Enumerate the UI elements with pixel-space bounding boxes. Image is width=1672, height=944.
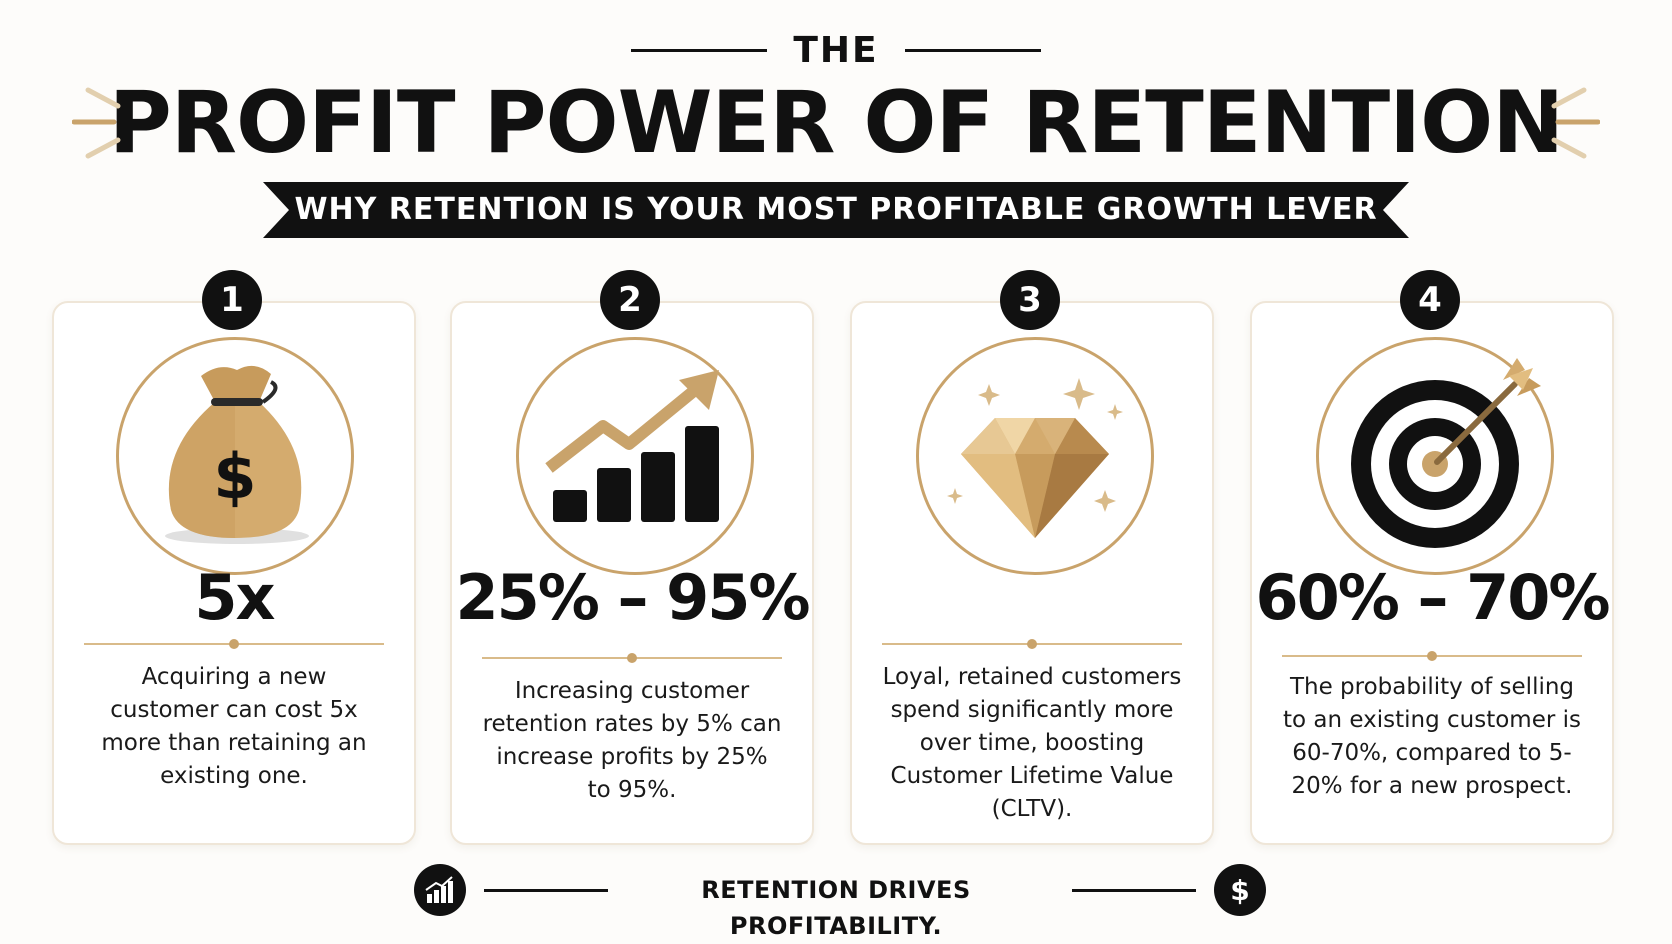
icon-ring: $ xyxy=(116,337,354,575)
card-description: The probability of selling to an existin… xyxy=(1282,674,1581,799)
stat-divider xyxy=(84,639,384,649)
stat-value: 60% – 70% xyxy=(1255,561,1611,634)
burst-lines-left-icon xyxy=(71,82,142,182)
icon-ring xyxy=(516,337,754,575)
card-description: Increasing customer retention rates by 5… xyxy=(482,678,782,803)
card-description: Acquiring a new customer can cost 5x mor… xyxy=(101,664,367,789)
icon-ring xyxy=(916,337,1154,575)
growth-chart-icon xyxy=(545,370,719,522)
stat-divider xyxy=(882,639,1182,649)
bar-chart-icon xyxy=(414,864,466,916)
pretitle-rule-left xyxy=(631,48,768,52)
pretitle-row: THE xyxy=(0,28,1672,72)
card-number-badge: 3 xyxy=(1000,270,1060,330)
stat-value: 5x xyxy=(194,561,275,634)
pretitle: THE xyxy=(793,29,879,71)
svg-text:$: $ xyxy=(213,440,256,513)
card-selling-probability: 60% – 70% The probability of selling to … xyxy=(1250,301,1614,845)
icon-ring xyxy=(1316,337,1554,575)
svg-text:$: $ xyxy=(1230,874,1249,907)
footer-rule-left xyxy=(484,889,608,892)
card-description: Loyal, retained customers spend signific… xyxy=(882,664,1182,822)
footer-rule-right xyxy=(1072,889,1196,892)
card-number-badge: 4 xyxy=(1400,270,1460,330)
subtitle: WHY RETENTION IS YOUR MOST PROFITABLE GR… xyxy=(294,192,1378,227)
pretitle-rule-right xyxy=(904,48,1041,52)
stat-value: 25% – 95% xyxy=(455,561,811,634)
page-title: PROFIT POWER OF RETENTION xyxy=(108,73,1565,173)
stat-divider xyxy=(1282,651,1582,661)
card-acquisition-cost: $ 5x Acquiring a new customer can cost 5… xyxy=(52,301,416,845)
dollar-icon: $ xyxy=(1214,864,1266,916)
card-number-badge: 2 xyxy=(600,270,660,330)
card-profit-increase: 25% – 95% Increasing customer retention … xyxy=(450,301,814,845)
card-number-badge: 1 xyxy=(202,270,262,330)
target-arrow-icon xyxy=(1351,358,1541,548)
footer-tagline: RETENTION DRIVES PROFITABILITY. xyxy=(701,876,971,940)
card-lifetime-value: Loyal, retained customers spend signific… xyxy=(850,301,1214,845)
money-bag-icon: $ xyxy=(165,365,309,544)
burst-lines-right-icon xyxy=(1530,82,1601,182)
diamond-icon xyxy=(947,378,1123,538)
stat-divider xyxy=(482,653,782,663)
subtitle-ribbon: WHY RETENTION IS YOUR MOST PROFITABLE GR… xyxy=(263,182,1409,238)
